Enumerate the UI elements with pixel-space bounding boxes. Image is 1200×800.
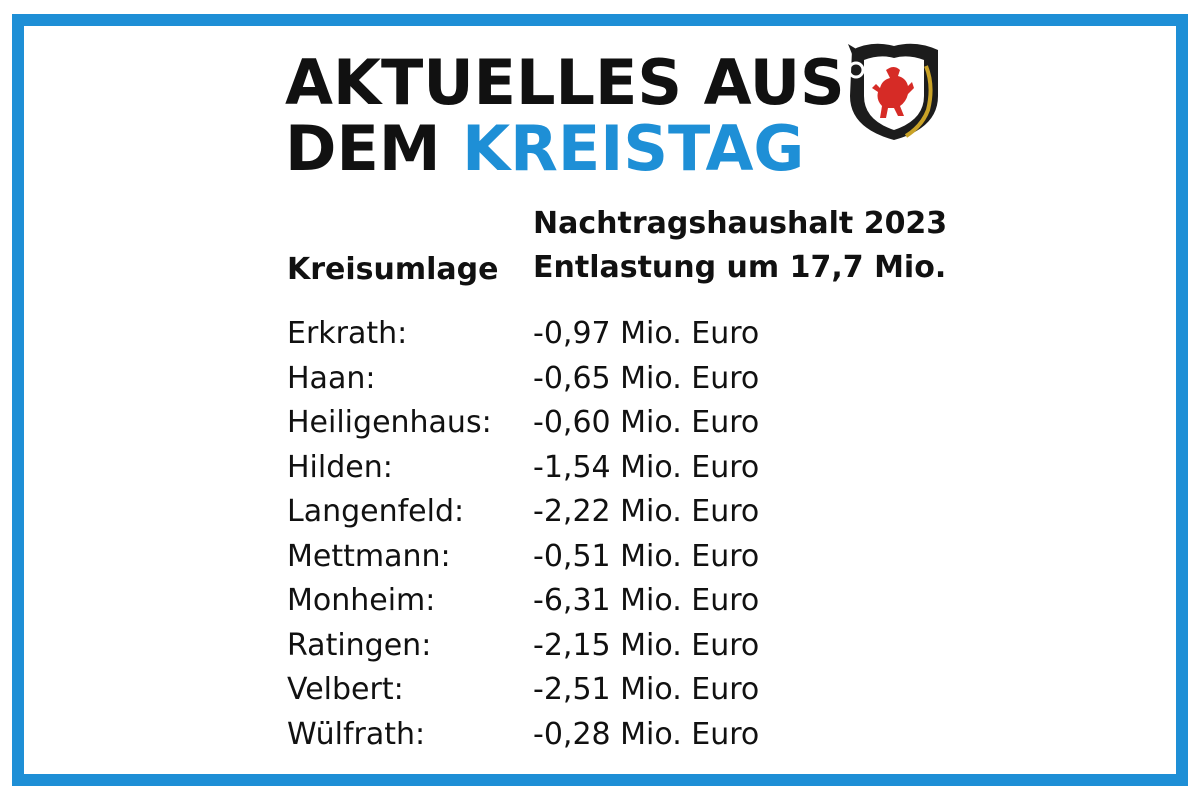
relief-value: -6,31 Mio. Euro <box>533 583 760 618</box>
headline-line-2-black: DEM <box>285 112 441 185</box>
city-name: Heiligenhaus: <box>287 405 492 440</box>
relief-value: -2,22 Mio. Euro <box>533 494 760 529</box>
city-name: Haan: <box>287 360 376 396</box>
table-header-line-2: Entlastung um 17,7 Mio. <box>533 250 947 285</box>
city-name: Ratingen: <box>287 627 432 663</box>
city-name: Langenfeld: <box>287 494 465 529</box>
city-name: Monheim: <box>287 583 436 618</box>
city-name: Wülfrath: <box>287 716 426 752</box>
relief-value: -1,54 Mio. Euro <box>533 449 760 485</box>
coat-of-arms-red-lion-icon <box>847 43 938 140</box>
table-header-nachtragshaushalt: Nachtragshaushalt 2023 Entlastung um 17,… <box>533 202 947 290</box>
headline: AKTUELLES AUS DEM KREISTAG <box>285 50 845 182</box>
relief-value: -0,60 Mio. Euro <box>533 405 760 440</box>
city-name: Mettmann: <box>287 538 451 574</box>
headline-line-1: AKTUELLES AUS <box>285 46 845 119</box>
city-name: Erkrath: <box>287 316 408 351</box>
relief-value: -0,65 Mio. Euro <box>533 360 760 396</box>
table-header-line-1: Nachtragshaushalt 2023 <box>533 206 948 241</box>
relief-value: -0,51 Mio. Euro <box>533 538 760 574</box>
relief-value: -2,15 Mio. Euro <box>533 627 760 663</box>
relief-value: -0,97 Mio. Euro <box>533 316 760 351</box>
relief-value: -0,28 Mio. Euro <box>533 716 760 752</box>
city-name: Hilden: <box>287 449 393 485</box>
table-header-kreisumlage: Kreisumlage <box>287 252 499 287</box>
city-name: Velbert: <box>287 672 404 707</box>
blue-border-frame <box>12 14 1188 786</box>
headline-line-2-blue: KREISTAG <box>462 112 805 185</box>
relief-value: -2,51 Mio. Euro <box>533 672 760 707</box>
